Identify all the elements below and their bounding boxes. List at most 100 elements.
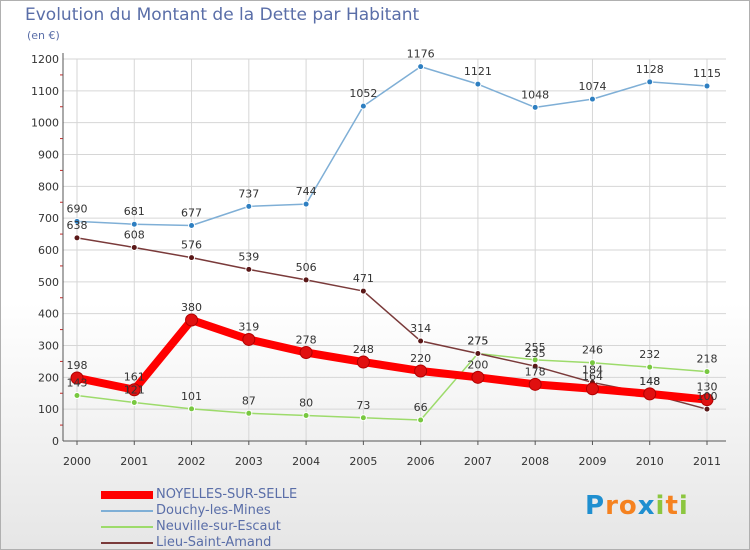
data-point bbox=[245, 202, 253, 210]
data-point bbox=[643, 387, 657, 401]
y-tick-label: 300 bbox=[38, 340, 59, 353]
data-label: 638 bbox=[67, 219, 88, 232]
data-point bbox=[299, 346, 313, 360]
data-point bbox=[70, 371, 84, 385]
data-label: 235 bbox=[525, 347, 546, 360]
data-point bbox=[646, 363, 654, 371]
data-label: 744 bbox=[296, 185, 317, 198]
legend-label: Neuville-sur-Escaut bbox=[156, 519, 281, 534]
y-tick-label: 1100 bbox=[31, 85, 59, 98]
brand-logo: Proxiti bbox=[585, 491, 689, 521]
legend-label: Douchy-les-Mines bbox=[156, 503, 271, 518]
data-point bbox=[700, 393, 714, 407]
data-label: 1074 bbox=[578, 80, 606, 93]
data-label: 576 bbox=[181, 239, 202, 252]
x-tick-label: 2002 bbox=[178, 455, 206, 468]
data-label: 1176 bbox=[407, 48, 435, 61]
legend-label: NOYELLES-SUR-SELLE bbox=[156, 487, 298, 502]
legend-swatch bbox=[101, 526, 153, 528]
data-label: 471 bbox=[353, 272, 374, 285]
data-point bbox=[414, 364, 428, 378]
y-tick-label: 1000 bbox=[31, 117, 59, 130]
data-label: 220 bbox=[410, 352, 431, 365]
data-label: 101 bbox=[181, 390, 202, 403]
data-label: 218 bbox=[697, 353, 718, 366]
x-tick-label: 2009 bbox=[578, 455, 606, 468]
data-label: 148 bbox=[639, 375, 660, 388]
brand-letter: o bbox=[618, 491, 638, 521]
data-label: 143 bbox=[67, 376, 88, 389]
y-tick-label: 200 bbox=[38, 371, 59, 384]
legend-swatch bbox=[101, 542, 153, 544]
data-point bbox=[185, 313, 199, 327]
data-label: 1115 bbox=[693, 67, 721, 80]
y-tick-label: 1200 bbox=[31, 53, 59, 66]
data-label: 314 bbox=[410, 322, 431, 335]
data-label: 100 bbox=[697, 390, 718, 403]
data-point bbox=[245, 265, 253, 273]
brand-letter: x bbox=[637, 491, 656, 521]
data-label: 275 bbox=[467, 334, 488, 347]
data-label: 164 bbox=[582, 370, 603, 383]
data-label: 690 bbox=[67, 202, 88, 215]
data-label: 1128 bbox=[636, 63, 664, 76]
data-label: 506 bbox=[296, 261, 317, 274]
data-label: 232 bbox=[639, 348, 660, 361]
data-label: 87 bbox=[242, 394, 256, 407]
data-label: 246 bbox=[582, 344, 603, 357]
legend-swatch bbox=[101, 491, 153, 499]
data-point bbox=[703, 368, 711, 376]
data-point bbox=[188, 254, 196, 262]
data-label: 275 bbox=[467, 334, 488, 347]
data-point bbox=[302, 412, 310, 420]
series-line bbox=[76, 65, 708, 227]
data-label: 184 bbox=[582, 363, 603, 376]
series-line bbox=[76, 237, 708, 410]
brand-letter: t bbox=[665, 491, 679, 521]
y-tick-label: 0 bbox=[52, 435, 59, 448]
data-label: 148 bbox=[639, 375, 660, 388]
data-label: 1121 bbox=[464, 65, 492, 78]
data-label: 130 bbox=[697, 381, 718, 394]
legend-label: Lieu-Saint-Amand bbox=[156, 535, 272, 550]
series-lines bbox=[70, 63, 714, 424]
data-point bbox=[417, 337, 425, 345]
data-label: 1048 bbox=[521, 88, 549, 101]
data-point bbox=[356, 355, 370, 369]
data-point bbox=[588, 359, 596, 367]
series-line bbox=[73, 316, 711, 404]
x-tick-label: 2003 bbox=[235, 455, 263, 468]
data-point bbox=[127, 383, 141, 397]
data-label: 737 bbox=[238, 187, 259, 200]
data-label: 1052 bbox=[349, 87, 377, 100]
x-tick-label: 2004 bbox=[292, 455, 320, 468]
data-label: 681 bbox=[124, 205, 145, 218]
brand-letter: P bbox=[585, 491, 606, 521]
y-tick-label: 800 bbox=[38, 180, 59, 193]
brand-letter: i bbox=[655, 491, 666, 521]
data-point bbox=[474, 349, 482, 357]
x-tick-label: 2007 bbox=[464, 455, 492, 468]
data-point bbox=[302, 276, 310, 284]
data-label: 319 bbox=[238, 320, 259, 333]
data-point bbox=[242, 332, 256, 346]
axes: 0 100 200 300 400 500 600 700 800 900 1000 1100 1200… bbox=[31, 53, 726, 468]
data-label: 200 bbox=[467, 358, 488, 371]
data-label: 278 bbox=[296, 334, 317, 347]
data-point bbox=[646, 78, 654, 86]
data-label: 121 bbox=[124, 383, 145, 396]
data-label: 66 bbox=[414, 401, 428, 414]
data-point bbox=[417, 63, 425, 71]
data-point bbox=[245, 409, 253, 417]
x-tick-label: 2000 bbox=[63, 455, 91, 468]
data-label: 248 bbox=[353, 343, 374, 356]
data-point bbox=[528, 377, 542, 391]
grid-lines bbox=[63, 58, 726, 442]
data-point bbox=[703, 405, 711, 413]
x-tick-label: 2011 bbox=[693, 455, 721, 468]
y-tick-label: 600 bbox=[38, 244, 59, 257]
data-label: 608 bbox=[124, 228, 145, 241]
brand-letter: i bbox=[678, 491, 689, 521]
